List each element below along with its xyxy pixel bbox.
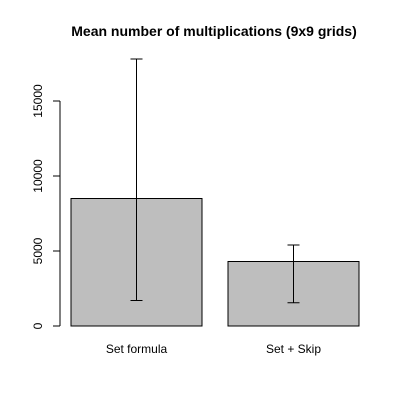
y-tick-label: 0 [31, 322, 45, 329]
x-axis-labels: Set formula Set + Skip [106, 342, 322, 356]
chart-title: Mean number of multiplications (9x9 grid… [71, 23, 356, 39]
error-bar-2 [287, 244, 300, 304]
bars [70, 198, 360, 327]
y-axis: 0 5000 10000 15000 [31, 84, 61, 329]
error-bar-1 [130, 58, 143, 301]
error-bars [130, 58, 300, 304]
y-tick-label: 5000 [31, 237, 45, 264]
y-tick-label: 10000 [31, 159, 45, 193]
x-category-label: Set + Skip [266, 342, 321, 356]
y-tick-label: 15000 [31, 84, 45, 118]
x-category-label: Set formula [106, 342, 168, 356]
